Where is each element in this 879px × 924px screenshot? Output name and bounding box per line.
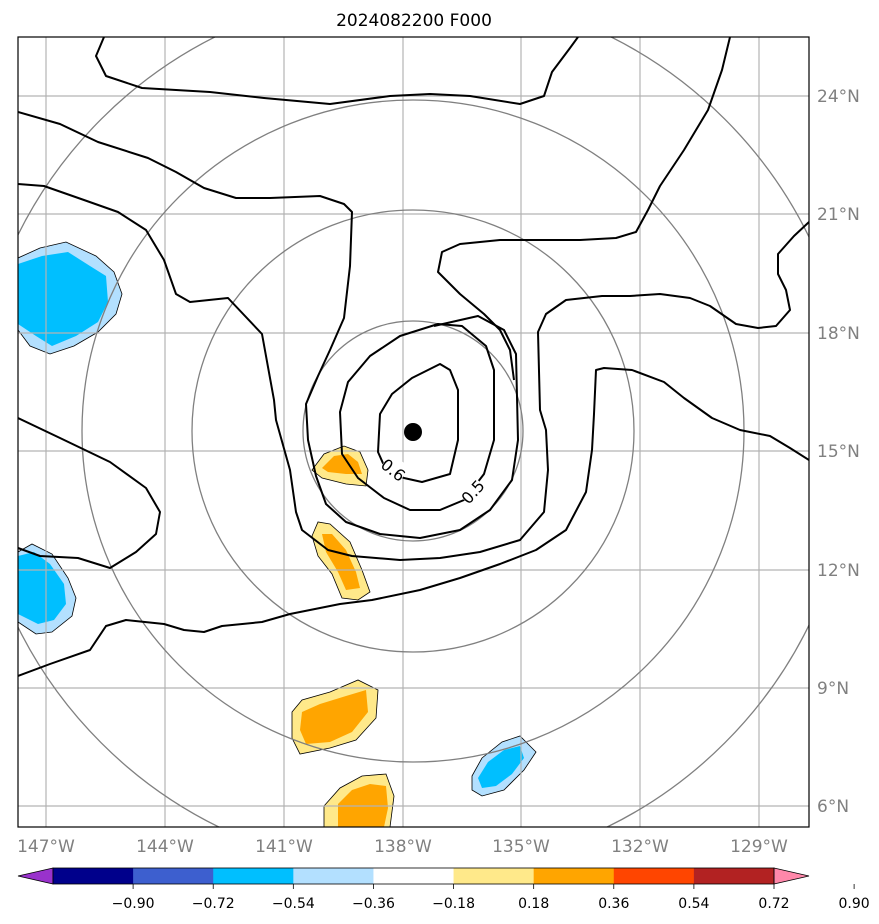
lat-label-12n: 12°N xyxy=(817,561,860,581)
contour-right xyxy=(437,37,731,381)
contour-inner xyxy=(377,363,459,483)
colorbar-outline xyxy=(52,867,775,885)
contour-04 xyxy=(18,111,519,539)
contour-label-bg-05 xyxy=(455,474,489,508)
lon-label-141w: 141°W xyxy=(255,837,313,857)
colorbar-extend-low xyxy=(17,867,54,885)
lon-label-147w: 147°W xyxy=(17,837,75,857)
colorbar-segment xyxy=(533,868,615,884)
colorbar-tick-label: 0.72 xyxy=(758,896,789,912)
storm-center-dot xyxy=(404,423,422,441)
contour-03 xyxy=(18,183,809,561)
lon-label-129w: 129°W xyxy=(730,837,788,857)
lat-label-6n: 6°N xyxy=(817,797,849,817)
contour-top xyxy=(95,37,579,105)
positive-anomaly-c2-inner xyxy=(322,534,360,590)
lat-label-9n: 9°N xyxy=(817,679,849,699)
colorbar-tick-label: 0.36 xyxy=(598,896,629,912)
colorbar-tick-label: 0.54 xyxy=(678,896,709,912)
negative-anomaly-nw-inner xyxy=(18,252,108,346)
colorbar-segment xyxy=(213,868,294,884)
colorbar-tick-label: −0.72 xyxy=(192,896,235,912)
colorbar-segments xyxy=(17,867,810,885)
colorbar-tick-label: −0.54 xyxy=(272,896,315,912)
colorbar-segment xyxy=(613,868,695,884)
map-frame xyxy=(17,36,810,828)
lat-label-18n: 18°N xyxy=(817,324,860,344)
map-panel: 0.6 0.5 147°W 144°W 141°W 138°W 135°W 13… xyxy=(17,36,860,857)
colorbar-segment xyxy=(373,868,455,884)
figure-title: 2024082200 F000 xyxy=(336,11,492,31)
colorbar-tick-label: 0.90 xyxy=(839,896,870,912)
colorbar-segment xyxy=(693,868,775,884)
contour-label-bg-06 xyxy=(377,452,411,486)
colorbar: −0.90 −0.72 −0.54 −0.36 −0.18 0.18 0.36 0.54 0.7… xyxy=(17,867,870,912)
colorbar-tick-label: 0.18 xyxy=(518,896,549,912)
colorbar-tick-label: −0.36 xyxy=(352,896,395,912)
contour-lines xyxy=(18,37,809,677)
negative-anomaly-se-inner xyxy=(478,746,524,788)
lat-axis-labels: 6°N 9°N 12°N 15°N 18°N 21°N 24°N xyxy=(817,87,860,817)
contour-05 xyxy=(339,323,495,511)
range-ring-1 xyxy=(302,320,524,542)
lat-label-24n: 24°N xyxy=(817,87,860,107)
lat-label-21n: 21°N xyxy=(817,205,860,225)
lon-label-138w: 138°W xyxy=(374,837,432,857)
contour-02 xyxy=(18,417,161,569)
colorbar-tick-label: −0.18 xyxy=(432,896,475,912)
lat-label-15n: 15°N xyxy=(817,442,860,462)
colorbar-segment xyxy=(453,868,535,884)
colorbar-segment xyxy=(53,868,134,884)
colorbar-tick-label: −0.90 xyxy=(112,896,155,912)
contour-02b xyxy=(18,367,809,677)
lon-label-144w: 144°W xyxy=(136,837,194,857)
lon-axis-labels: 147°W 144°W 141°W 138°W 135°W 132°W 129°… xyxy=(17,837,788,857)
colorbar-segment xyxy=(293,868,374,884)
colorbar-ticks xyxy=(132,884,855,889)
colorbar-segment xyxy=(133,868,214,884)
positive-anomaly-s1-inner xyxy=(300,690,368,744)
colorbar-tick-labels: −0.90 −0.72 −0.54 −0.36 −0.18 0.18 0.36 0.54 0.7… xyxy=(112,896,870,912)
range-ring-2 xyxy=(191,209,635,653)
lon-label-135w: 135°W xyxy=(492,837,550,857)
colorbar-extend-high xyxy=(773,867,810,885)
lon-label-132w: 132°W xyxy=(611,837,669,857)
